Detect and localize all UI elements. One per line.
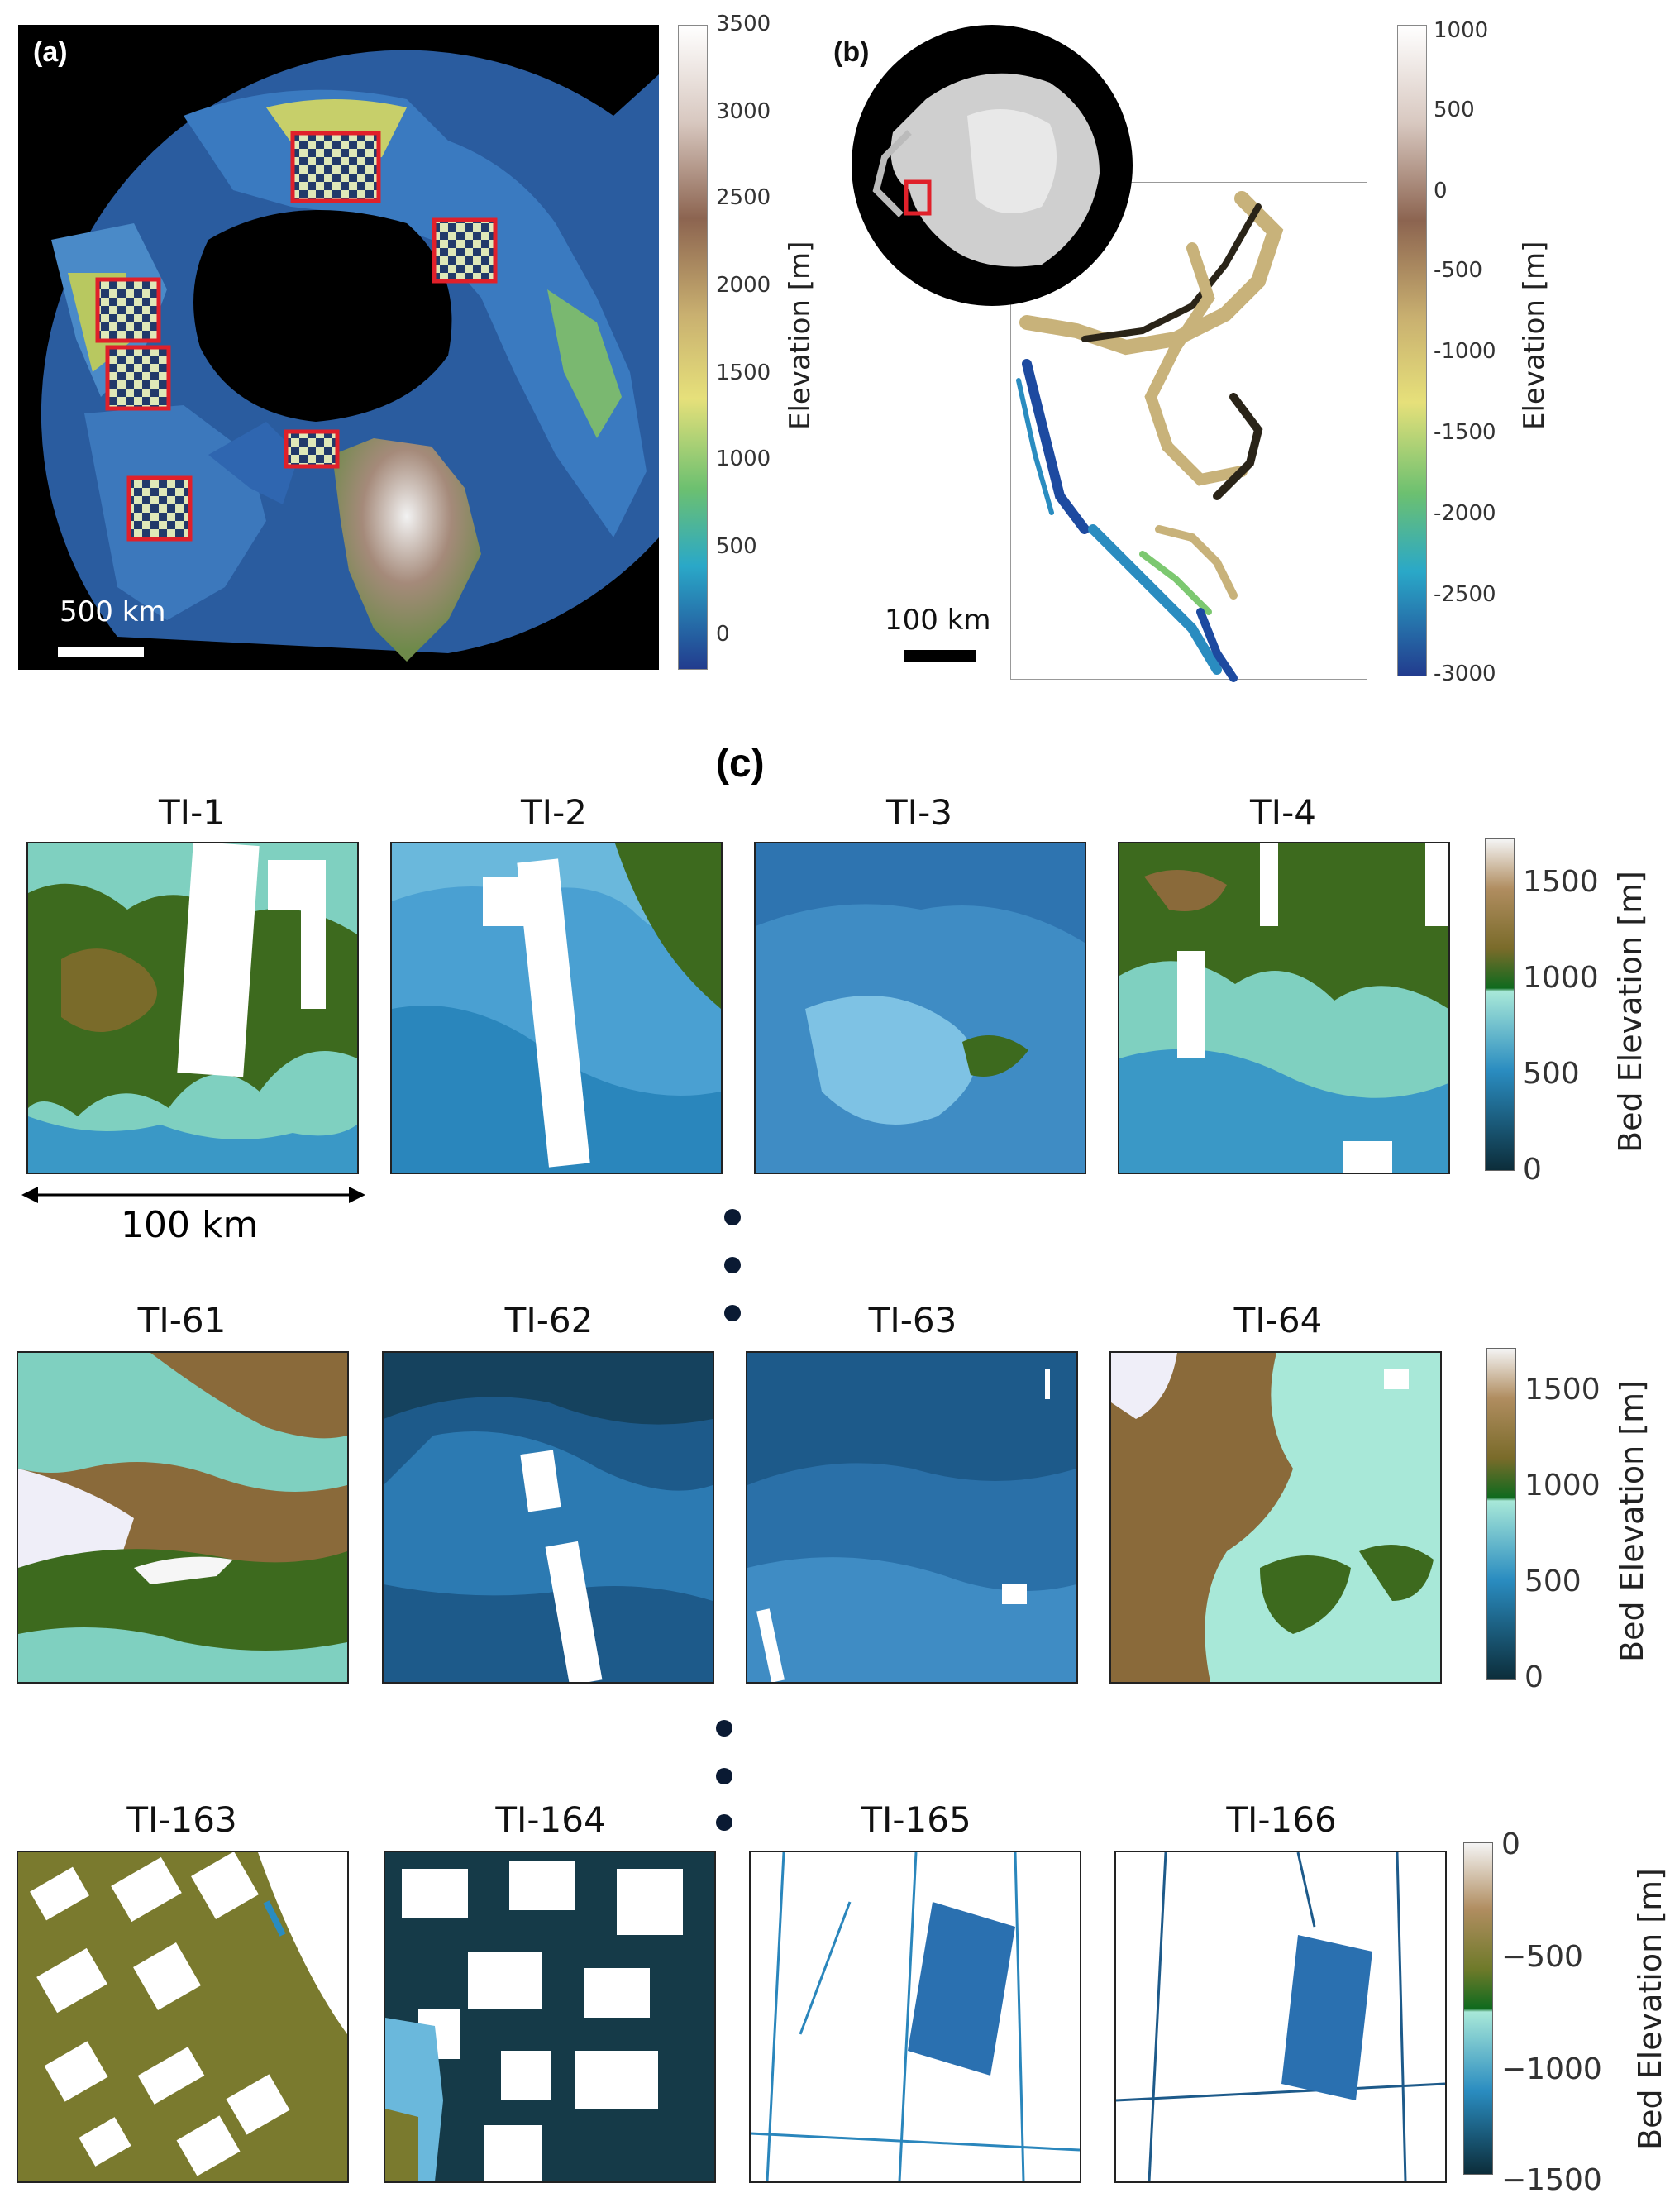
highlight-box xyxy=(284,429,340,469)
terrain-tile-ti-62 xyxy=(382,1351,714,1684)
arctic-elevation-map: 500 km xyxy=(18,25,659,670)
ellipsis-dot xyxy=(716,1768,732,1784)
colorbar-tick: 0 xyxy=(1523,1153,1542,1187)
ellipsis-dot xyxy=(716,1814,732,1831)
colorbar-tick: 500 xyxy=(1523,1057,1580,1091)
colorbar-tick: -500 xyxy=(1434,258,1483,283)
colorbar-tick: 2500 xyxy=(716,185,771,210)
colorbar-c1 xyxy=(1485,838,1515,1171)
scale-arrow xyxy=(21,1187,365,1203)
tile-title: TI-164 xyxy=(495,1799,606,1840)
terrain-tile-ti-165 xyxy=(749,1851,1081,2183)
tile-title: TI-2 xyxy=(521,792,587,833)
scale-bar-b xyxy=(904,650,976,662)
tile-title: TI-64 xyxy=(1233,1300,1323,1340)
colorbar-tick: 1000 xyxy=(1523,961,1599,995)
colorbar-tick: -1500 xyxy=(1434,420,1496,445)
colorbar-tick: 0 xyxy=(716,622,730,647)
colorbar-tick: 1500 xyxy=(716,361,771,385)
highlight-box xyxy=(126,475,193,542)
colorbar-tick: 1500 xyxy=(1524,1373,1601,1407)
highlight-box xyxy=(290,131,381,203)
tile-title: TI-3 xyxy=(886,792,952,833)
antarctica-inset xyxy=(852,25,1133,306)
terrain-tile-ti-3 xyxy=(754,842,1086,1174)
scale-bar xyxy=(58,647,144,657)
colorbar-tick: −1500 xyxy=(1501,2163,1602,2197)
colorbar-tick: -2500 xyxy=(1434,582,1496,607)
colorbar-tick: −500 xyxy=(1501,1940,1583,1974)
colorbar-tick: 1000 xyxy=(716,447,771,471)
terrain-tile-ti-64 xyxy=(1109,1351,1442,1684)
colorbar-tick: 2000 xyxy=(716,273,771,298)
tile-title: TI-4 xyxy=(1250,792,1316,833)
terrain-tile-ti-164 xyxy=(384,1851,716,2183)
tile-title: TI-62 xyxy=(504,1300,594,1340)
terrain-tile-ti-4 xyxy=(1118,842,1450,1174)
panel-c-label: (c) xyxy=(716,742,765,786)
ellipsis-dot xyxy=(724,1209,741,1225)
tile-title: TI-63 xyxy=(868,1300,957,1340)
tile-title: TI-61 xyxy=(137,1300,227,1340)
terrain-tile-ti-163 xyxy=(17,1851,349,2183)
terrain-tile-ti-61 xyxy=(17,1351,349,1684)
colorbar-tick: 500 xyxy=(1434,98,1475,122)
survey-lines-map xyxy=(1016,191,1284,682)
colorbar-tick: -3000 xyxy=(1434,662,1496,686)
arctic-terrain-graphic xyxy=(18,25,659,670)
colorbar-tick: 500 xyxy=(1524,1565,1582,1598)
colorbar-tick: 0 xyxy=(1434,179,1448,203)
colorbar-tick: -1000 xyxy=(1434,339,1496,364)
highlight-box xyxy=(95,277,161,343)
colorbar-tick: 0 xyxy=(1524,1660,1544,1694)
panel-b-label: (b) xyxy=(833,36,870,68)
colorbar-tick: 1000 xyxy=(1524,1469,1601,1503)
terrain-tile-ti-2 xyxy=(390,842,723,1174)
colorbar-tick: 3500 xyxy=(716,12,771,36)
terrain-tile-ti-166 xyxy=(1114,1851,1447,2183)
tile-title: TI-166 xyxy=(1226,1799,1337,1840)
terrain-tile-ti-1 xyxy=(26,842,359,1174)
scale-label-c: 100 km xyxy=(121,1204,259,1246)
scale-label-b: 100 km xyxy=(885,604,991,637)
terrain-tile-ti-63 xyxy=(746,1351,1078,1684)
colorbar-tick: 0 xyxy=(1501,1827,1520,1861)
ellipsis-dot xyxy=(716,1720,732,1737)
ellipsis-dot xyxy=(724,1257,741,1273)
tile-title: TI-165 xyxy=(861,1799,971,1840)
colorbar-tick: 1500 xyxy=(1523,865,1599,899)
ellipsis-dot xyxy=(724,1305,741,1321)
colorbar-tick: 3000 xyxy=(716,99,771,124)
colorbar-a xyxy=(678,25,708,670)
colorbar-tick: −1000 xyxy=(1501,2052,1602,2086)
colorbar-b xyxy=(1397,25,1427,676)
colorbar-a-label: Elevation [m] xyxy=(784,241,817,430)
colorbar-c2 xyxy=(1486,1348,1516,1680)
colorbar-tick: 500 xyxy=(716,534,757,559)
colorbar-c1-label: Bed Elevation [m] xyxy=(1612,871,1649,1153)
highlight-box xyxy=(904,179,932,216)
highlight-box xyxy=(432,217,498,284)
highlight-box xyxy=(105,345,171,411)
colorbar-c3-label: Bed Elevation [m] xyxy=(1632,1868,1668,2150)
colorbar-c3 xyxy=(1463,1842,1493,2175)
tile-title: TI-163 xyxy=(126,1799,237,1840)
scale-label: 500 km xyxy=(60,595,166,628)
colorbar-tick: 1000 xyxy=(1434,18,1489,43)
colorbar-b-label: Elevation [m] xyxy=(1518,241,1551,430)
panel-a-label: (a) xyxy=(33,36,68,68)
colorbar-c2-label: Bed Elevation [m] xyxy=(1614,1380,1650,1662)
colorbar-tick: -2000 xyxy=(1434,501,1496,526)
tile-title: TI-1 xyxy=(159,792,225,833)
